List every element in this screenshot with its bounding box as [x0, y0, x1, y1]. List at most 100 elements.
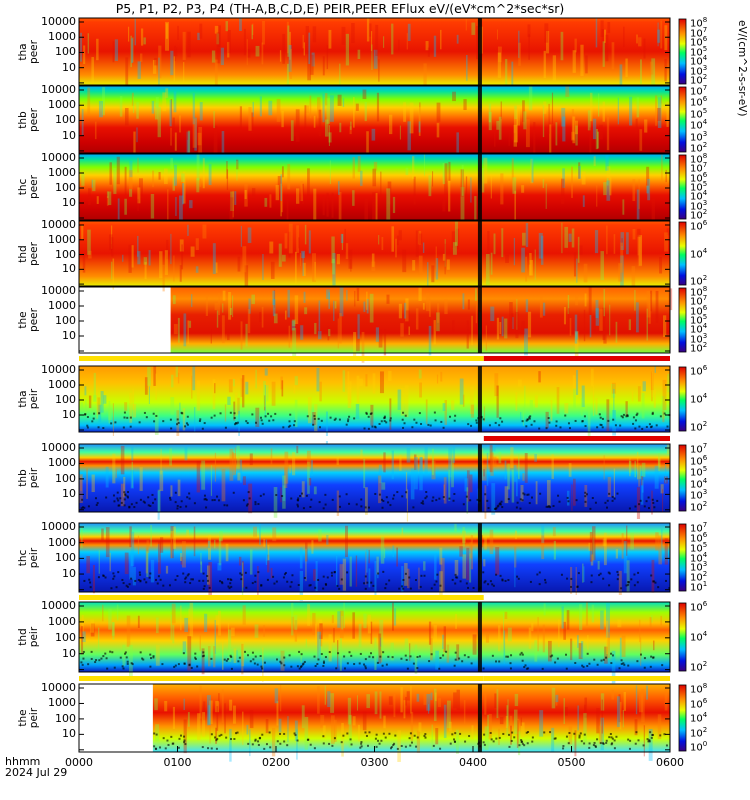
colorbar-tick-label: 103	[690, 63, 708, 77]
colorbar-tick-label: 107	[690, 25, 708, 39]
colorbar-tick-label: 107	[690, 442, 708, 456]
y-tick-label: 1000	[48, 696, 76, 710]
colorbar-tick-label: 102	[690, 274, 708, 288]
colorbar-tick-label: 102	[690, 500, 708, 514]
colorbar-tick-label: 106	[690, 35, 708, 49]
colorbar-tick-label: 108	[690, 152, 708, 166]
colorbar-tick-label: 105	[690, 313, 708, 327]
y-tick-label: 10	[62, 329, 76, 342]
colorbar	[678, 444, 687, 512]
colorbar	[678, 221, 687, 286]
colorbar-tick-label: 105	[690, 44, 708, 58]
panel-thc-peir	[78, 522, 687, 601]
colorbar-tick-label: 105	[690, 465, 708, 479]
colorbar-tick-label: 108	[690, 16, 708, 30]
y-tick-label: 1000	[48, 614, 76, 628]
y-tick-label: 100	[55, 551, 76, 565]
panel-thc-peer	[78, 153, 687, 230]
colorbar	[678, 86, 687, 153]
colorbar-tick-label: 102	[690, 141, 708, 155]
y-tick-label: 10	[62, 262, 76, 276]
spectrogram-image	[79, 221, 670, 286]
spectrogram-image	[79, 602, 670, 672]
y-tick-label: 1000	[48, 456, 76, 470]
x-tick-label: 0400	[459, 756, 487, 769]
colorbar-tick-label: 102	[690, 420, 708, 434]
y-tick-label: 10	[62, 60, 76, 74]
y-tick-label: 10	[62, 727, 76, 741]
panel-the-peer	[78, 286, 687, 363]
colorbar-tick-label: 104	[690, 711, 708, 725]
spectrogram-image	[79, 86, 670, 153]
x-tick-label: 0500	[557, 756, 586, 769]
panel-thb-peir	[78, 443, 687, 522]
y-tick-label: 10	[62, 196, 76, 209]
colorbar-tick-label: 106	[690, 95, 708, 109]
spectrogram-image	[79, 366, 670, 432]
colorbar-tick-label: 103	[690, 331, 708, 345]
panel-label: tha peer	[17, 39, 40, 64]
colorbar-tick-label: 106	[690, 219, 708, 233]
colorbar-tick-label: 108	[690, 285, 708, 299]
panel-tha-peer	[78, 17, 687, 95]
y-tick-label: 10	[62, 487, 76, 501]
colorbar-tick-label: 106	[690, 530, 708, 545]
spectrogram-image	[79, 444, 670, 512]
panel-thd-peir	[78, 601, 687, 684]
colorbar-tick-label: 104	[690, 54, 708, 68]
y-tick-label: 10	[62, 128, 76, 142]
y-tick-label: 10000	[41, 83, 76, 96]
y-tick-label: 10000	[41, 520, 76, 533]
colorbar-tick-label: 102	[690, 660, 708, 674]
colorbar-tick-label: 106	[690, 600, 708, 614]
colorbar-tick-label: 103	[690, 488, 708, 502]
panel-label: thd peir	[17, 626, 40, 648]
y-tick-label: 10000	[41, 363, 76, 376]
colorbar-tick-label: 104	[690, 189, 708, 203]
panel-tha-peir	[78, 365, 687, 444]
colorbar-tick-label: 102	[690, 725, 708, 739]
y-tick-label: 1000	[48, 299, 76, 312]
colorbar	[678, 684, 687, 752]
y-tick-label: 100	[55, 45, 76, 59]
y-tick-label: 100	[55, 393, 76, 406]
y-tick-label: 100	[55, 471, 76, 485]
y-tick-label: 1000	[48, 98, 76, 112]
colorbar	[678, 287, 687, 353]
colorbar-tick-label: 102	[690, 341, 708, 355]
y-tick-label: 1000	[48, 166, 76, 179]
panel-label: thb peer	[17, 107, 40, 132]
panel-label: thc peer	[17, 175, 40, 199]
x-unit-label: hhmm	[5, 755, 41, 768]
colorbar-tick-label: 102	[690, 208, 708, 222]
colorbar-tick-label: 101	[690, 580, 708, 594]
colorbar	[678, 602, 687, 672]
y-tick-label: 10000	[41, 151, 76, 164]
date-label: 2024 Jul 29	[5, 766, 68, 779]
y-tick-label: 10	[62, 646, 76, 660]
y-tick-label: 10000	[41, 681, 76, 694]
x-tick-label: 0600	[656, 756, 684, 769]
colorbar-tick-label: 105	[690, 180, 708, 194]
colorbar-tick-label: 106	[690, 303, 708, 317]
y-tick-label: 1000	[48, 232, 76, 246]
colorbar-label: eV/(cm^2-s-sr-eV)	[736, 20, 748, 117]
panel-thd-peer	[78, 220, 687, 297]
y-tick-label: 100	[55, 630, 76, 644]
colorbar-tick-label: 104	[690, 322, 708, 336]
y-tick-label: 100	[55, 113, 76, 127]
colorbar-tick-label: 107	[690, 84, 708, 98]
mode-bar	[483, 436, 670, 441]
y-tick-label: 100	[55, 711, 76, 725]
panel-the-peir	[78, 683, 687, 762]
colorbar-tick-label: 105	[690, 106, 708, 121]
panel-label: tha peir	[17, 388, 40, 410]
colorbar	[678, 523, 687, 592]
panel-label: thc peir	[17, 547, 40, 568]
colorbar	[678, 18, 687, 85]
y-tick-label: 100	[55, 314, 76, 327]
panel-label: thd peer	[17, 241, 40, 266]
y-tick-label: 100	[55, 181, 76, 194]
mode-bar	[79, 676, 484, 681]
y-tick-label: 10000	[41, 599, 76, 612]
